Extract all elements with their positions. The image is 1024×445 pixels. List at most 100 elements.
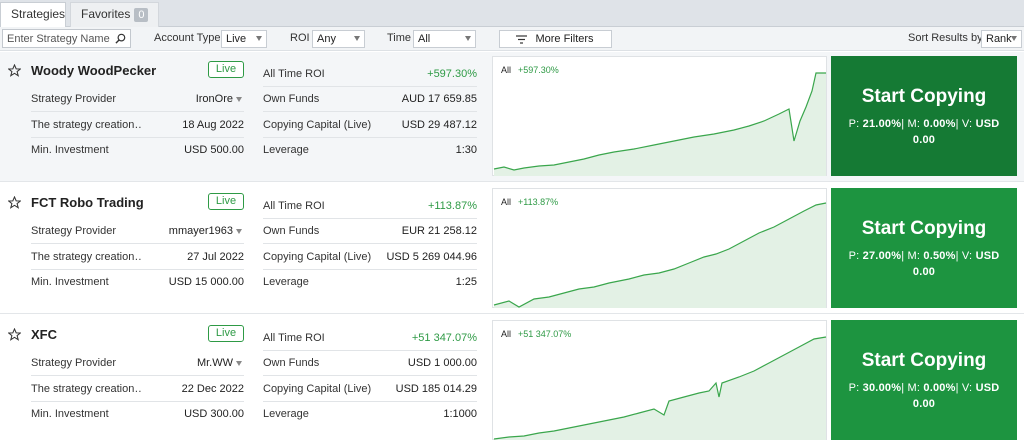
- sort-label: Sort Results by: [908, 32, 983, 44]
- copy-m-label: | M:: [901, 382, 921, 394]
- start-copying-label: Start Copying: [861, 218, 987, 239]
- performance-chart-svg: [493, 202, 827, 308]
- roi-row: All Time ROI +597.30%: [263, 62, 477, 87]
- performance-chart[interactable]: All +113.87%: [492, 188, 827, 308]
- chevron-down-icon: [236, 360, 242, 366]
- copying-capital-value: USD 5 269 044.96: [386, 251, 477, 263]
- performance-chart[interactable]: All +597.30%: [492, 56, 827, 176]
- filter-bar: Account Type Live ROI Any Time All More …: [0, 27, 1024, 51]
- min-investment-label: Min. Investment: [31, 408, 109, 420]
- account-type-value: Live: [226, 33, 247, 45]
- provider-row: Strategy Provider mmayer1963: [31, 219, 244, 244]
- filter-icon: [516, 35, 527, 44]
- strategy-name[interactable]: Woody WoodPecker: [31, 63, 157, 78]
- time-filter-label: Time: [387, 32, 412, 44]
- leverage-row: Leverage 1:1000: [263, 402, 477, 427]
- own-funds-label: Own Funds: [263, 357, 320, 369]
- own-funds-value: AUD 17 659.85: [401, 93, 477, 105]
- time-select-value: All: [418, 33, 431, 45]
- chart-period-label: All: [501, 197, 512, 207]
- provider-label: Strategy Provider: [31, 225, 116, 237]
- tab-strategies-label: Strategies: [11, 7, 66, 21]
- live-badge: Live: [208, 325, 244, 342]
- provider-name: Mr.WW: [196, 357, 233, 369]
- all-time-roi-value: +51 347.07%: [411, 332, 477, 344]
- chart-roi-label: +51 347.07%: [518, 329, 572, 339]
- chevron-down-icon: [256, 36, 262, 41]
- provider-link[interactable]: Mr.WW: [197, 357, 242, 369]
- own-funds-label: Own Funds: [263, 225, 320, 237]
- account-type-select[interactable]: Live: [221, 30, 267, 48]
- star-icon[interactable]: [8, 64, 21, 77]
- copy-v-currency: USD: [975, 250, 1000, 262]
- all-time-roi-value: +597.30%: [427, 68, 477, 80]
- roi-row: All Time ROI +51 347.07%: [263, 326, 477, 351]
- creation-date: 18 Aug 2022: [182, 119, 244, 131]
- own-funds-row: Own Funds EUR 21 258.12: [263, 219, 477, 244]
- sort-select-value: Rank: [986, 33, 1012, 45]
- own-funds-row: Own Funds AUD 17 659.85: [263, 87, 477, 112]
- copy-p-label: P:: [848, 250, 860, 262]
- sort-select[interactable]: Rank: [981, 30, 1022, 48]
- creation-row: The strategy creation… 22 Dec 2022: [31, 377, 244, 402]
- start-copying-button[interactable]: Start Copying P: 21.00%| M: 0.00%| V: US…: [831, 56, 1017, 176]
- leverage-row: Leverage 1:30: [263, 138, 477, 163]
- copy-m-value: 0.00%: [923, 118, 956, 130]
- chart-line: [493, 202, 827, 308]
- tab-bar: Strategies Favorites 0: [0, 0, 1024, 28]
- start-copying-button[interactable]: Start Copying P: 30.00%| M: 0.00%| V: US…: [831, 320, 1017, 440]
- min-investment-row: Min. Investment USD 500.00: [31, 138, 244, 163]
- copying-capital-label: Copying Capital (Live): [263, 383, 372, 395]
- strategy-row: XFC Live Strategy Provider Mr.WW The str…: [0, 316, 1024, 445]
- provider-link[interactable]: IronOre: [196, 93, 242, 105]
- tab-favorites[interactable]: Favorites 0: [70, 2, 160, 27]
- copy-v-currency: USD: [975, 118, 1000, 130]
- creation-label: The strategy creation…: [31, 383, 141, 395]
- strategy-name[interactable]: XFC: [31, 327, 57, 342]
- min-investment-label: Min. Investment: [31, 276, 109, 288]
- account-type-label: Account Type: [154, 32, 221, 44]
- leverage-value: 1:30: [455, 144, 477, 156]
- chevron-down-icon: [354, 36, 360, 41]
- leverage-label: Leverage: [263, 276, 309, 288]
- copy-v-currency: USD: [975, 382, 1000, 394]
- all-time-roi-label: All Time ROI: [263, 200, 325, 212]
- star-icon[interactable]: [8, 328, 21, 341]
- strategy-search-input[interactable]: [3, 30, 111, 47]
- creation-date: 27 Jul 2022: [187, 251, 244, 263]
- copy-v-value: 0.00: [912, 398, 936, 410]
- strategy-search: [2, 29, 131, 48]
- strategy-name[interactable]: FCT Robo Trading: [31, 195, 144, 210]
- min-investment-value: USD 300.00: [184, 408, 244, 420]
- chart-area: [494, 73, 826, 176]
- copy-terms: P: 27.00%| M: 0.50%| V: USD 0.00: [844, 248, 1004, 280]
- star-icon[interactable]: [8, 196, 21, 209]
- all-time-roi-label: All Time ROI: [263, 332, 325, 344]
- creation-label: The strategy creation…: [31, 119, 141, 131]
- copy-v-value: 0.00: [912, 134, 936, 146]
- copying-capital-row: Copying Capital (Live) USD 5 269 044.96: [263, 245, 477, 270]
- search-icon[interactable]: [115, 33, 126, 44]
- chart-period-label: All: [501, 329, 512, 339]
- roi-select[interactable]: Any: [312, 30, 365, 48]
- start-copying-button[interactable]: Start Copying P: 27.00%| M: 0.50%| V: US…: [831, 188, 1017, 308]
- leverage-label: Leverage: [263, 144, 309, 156]
- all-time-roi-label: All Time ROI: [263, 68, 325, 80]
- roi-filter-label: ROI: [290, 32, 310, 44]
- copy-v-label: | V:: [955, 118, 973, 130]
- more-filters-button[interactable]: More Filters: [499, 30, 612, 48]
- performance-chart[interactable]: All +51 347.07%: [492, 320, 827, 440]
- chart-area: [494, 203, 826, 308]
- copy-v-label: | V:: [955, 250, 973, 262]
- copy-v-value: 0.00: [912, 266, 936, 278]
- start-copying-label: Start Copying: [861, 350, 987, 371]
- strategy-row: Woody WoodPecker Live Strategy Provider …: [0, 52, 1024, 182]
- roi-select-value: Any: [317, 33, 336, 45]
- leverage-value: 1:25: [455, 276, 477, 288]
- tab-strategies[interactable]: Strategies: [0, 2, 66, 28]
- time-select[interactable]: All: [413, 30, 476, 48]
- provider-row: Strategy Provider IronOre: [31, 87, 244, 112]
- performance-chart-svg: [493, 72, 826, 176]
- provider-link[interactable]: mmayer1963: [169, 225, 242, 237]
- copy-m-value: 0.50%: [923, 250, 956, 262]
